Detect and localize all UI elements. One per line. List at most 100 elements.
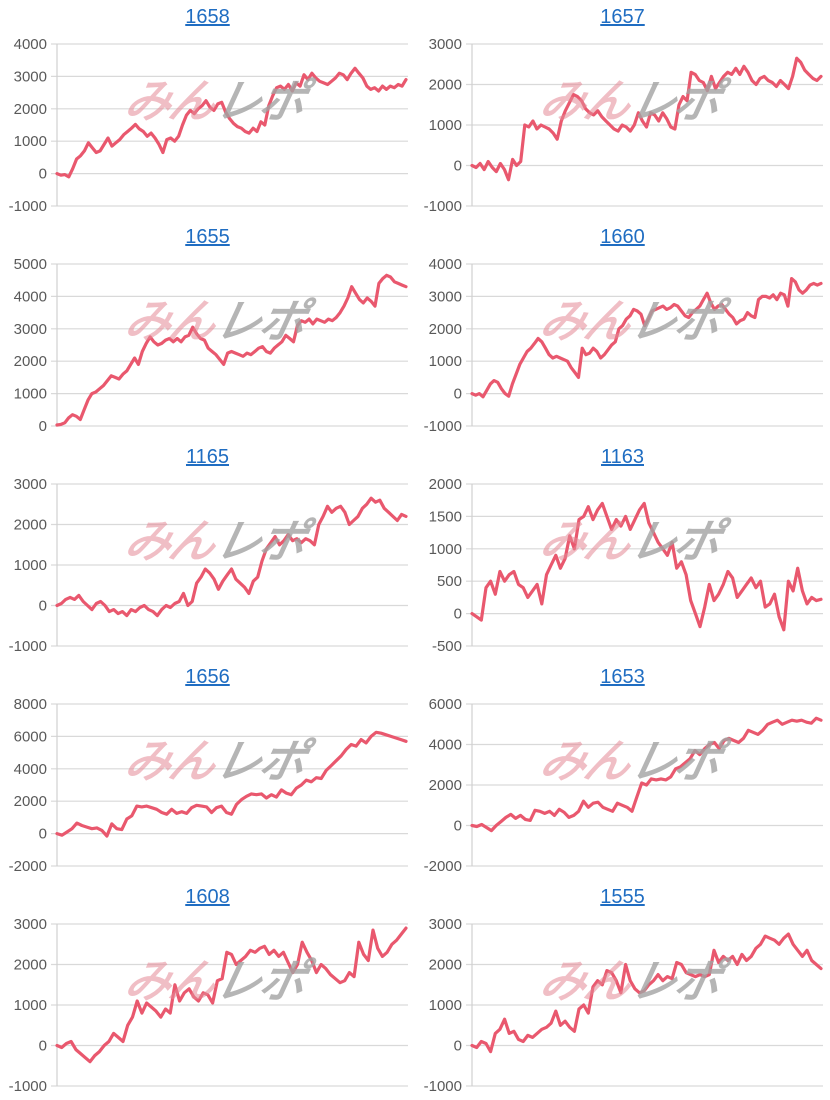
chart-title-link[interactable]: 1163 [600, 445, 644, 468]
y-tick-label: 1500 [429, 508, 462, 525]
y-tick-label: 0 [454, 818, 462, 835]
y-tick-label: 1000 [14, 997, 47, 1014]
chart-card: 1555 -1000 0 1000 2000 3000 みんレポ [415, 880, 830, 1100]
chart-card: 1655 0 1000 2000 3000 4000 5000 みんレポ [0, 220, 415, 440]
y-tick-label: 0 [39, 166, 47, 183]
chart-card: 1658 -1000 0 1000 2000 3000 4000 みんレポ [0, 0, 415, 220]
chart-title-link[interactable]: 1658 [185, 5, 230, 28]
chart-title-link[interactable]: 1555 [600, 885, 645, 908]
chart-title-row: 1658 [0, 0, 415, 34]
y-tick-label: 4000 [429, 256, 462, 273]
y-tick-label: -2000 [9, 858, 47, 875]
chart-title-row: 1653 [415, 660, 830, 694]
y-tick-label: 2000 [429, 777, 462, 794]
chart-title-row: 1655 [0, 220, 415, 254]
chart-title-row: 1657 [415, 0, 830, 34]
y-tick-label: 1000 [429, 353, 462, 370]
chart-title-row: 1660 [415, 220, 830, 254]
y-tick-label: 1000 [429, 541, 462, 558]
y-tick-label: 1000 [429, 117, 462, 134]
chart-title-row: 1656 [0, 660, 415, 694]
chart-card: 1653 -2000 0 2000 4000 6000 みんレポ [415, 660, 830, 880]
y-tick-label: 4000 [14, 288, 47, 305]
series-line [470, 932, 823, 1054]
y-tick-label: 3000 [429, 288, 462, 305]
y-tick-label: 3000 [14, 321, 47, 338]
y-tick-label: 2000 [429, 957, 462, 974]
chart-card: 1608 -1000 0 1000 2000 3000 みんレポ [0, 880, 415, 1100]
chart-card: 1165 -1000 0 1000 2000 3000 みんレポ [0, 440, 415, 660]
y-tick-label: 2000 [14, 353, 47, 370]
y-tick-label: 6000 [429, 696, 462, 713]
y-tick-label: 3000 [14, 68, 47, 85]
y-tick-label: -1000 [9, 638, 47, 655]
y-tick-label: 8000 [14, 696, 47, 713]
line-chart: -1000 0 1000 2000 3000 [9, 916, 408, 1095]
line-chart: 0 1000 2000 3000 4000 5000 [14, 256, 408, 435]
y-tick-label: 1000 [14, 557, 47, 574]
chart-plot: -1000 0 1000 2000 3000 みんレポ [415, 34, 830, 220]
chart-card: 1656 -2000 0 2000 4000 6000 8000 みんレポ [0, 660, 415, 880]
line-chart: -500 0 500 1000 1500 2000 [429, 476, 823, 655]
chart-plot: -2000 0 2000 4000 6000 8000 みんレポ [0, 694, 415, 880]
y-tick-label: 1000 [14, 386, 47, 403]
y-tick-label: 3000 [14, 916, 47, 933]
y-tick-label: 0 [39, 1038, 47, 1055]
line-chart: -1000 0 1000 2000 3000 4000 [424, 256, 823, 435]
chart-title-link[interactable]: 1165 [185, 445, 229, 468]
y-tick-label: -1000 [424, 198, 462, 215]
chart-title-link[interactable]: 1656 [185, 665, 230, 688]
chart-plot: -1000 0 1000 2000 3000 4000 みんレポ [415, 254, 830, 440]
y-tick-label: 5000 [14, 256, 47, 273]
y-tick-label: -500 [432, 638, 462, 655]
y-tick-label: -1000 [424, 418, 462, 435]
chart-title-link[interactable]: 1653 [600, 665, 645, 688]
chart-title-link[interactable]: 1657 [600, 5, 645, 28]
y-tick-label: 0 [454, 158, 462, 175]
series-line [55, 496, 408, 618]
y-tick-label: 0 [454, 1038, 462, 1055]
chart-plot: -1000 0 1000 2000 3000 4000 みんレポ [0, 34, 415, 220]
series-line [470, 56, 823, 182]
y-tick-label: 4000 [429, 737, 462, 754]
chart-card: 1163 -500 0 500 1000 1500 2000 みんレポ [415, 440, 830, 660]
chart-title-link[interactable]: 1608 [185, 885, 230, 908]
y-tick-label: -2000 [424, 858, 462, 875]
chart-plot: -1000 0 1000 2000 3000 みんレポ [0, 474, 415, 660]
y-tick-label: 6000 [14, 728, 47, 745]
chart-title-link[interactable]: 1655 [185, 225, 230, 248]
y-tick-label: 2000 [14, 957, 47, 974]
y-tick-label: -1000 [9, 198, 47, 215]
series-line [55, 926, 408, 1064]
chart-plot: -2000 0 2000 4000 6000 みんレポ [415, 694, 830, 880]
line-chart: -2000 0 2000 4000 6000 8000 [9, 696, 408, 875]
y-tick-label: 4000 [14, 36, 47, 53]
y-tick-label: -1000 [424, 1078, 462, 1095]
series-line [470, 277, 823, 399]
chart-title-row: 1163 [415, 440, 830, 474]
y-tick-label: 3000 [429, 916, 462, 933]
y-tick-label: 1000 [14, 133, 47, 150]
chart-plot: -1000 0 1000 2000 3000 みんレポ [415, 914, 830, 1100]
y-tick-label: 2000 [14, 517, 47, 534]
y-tick-label: 4000 [14, 761, 47, 778]
chart-title-row: 1165 [0, 440, 415, 474]
y-tick-label: 500 [437, 573, 462, 590]
chart-title-row: 1608 [0, 880, 415, 914]
chart-plot: 0 1000 2000 3000 4000 5000 みんレポ [0, 254, 415, 440]
y-tick-label: 2000 [14, 793, 47, 810]
chart-title-link[interactable]: 1660 [600, 225, 645, 248]
line-chart: -2000 0 2000 4000 6000 [424, 696, 823, 875]
y-tick-label: 1000 [429, 997, 462, 1014]
y-tick-label: 2000 [429, 321, 462, 338]
y-tick-label: 0 [39, 418, 47, 435]
chart-card: 1657 -1000 0 1000 2000 3000 みんレポ [415, 0, 830, 220]
series-line [55, 66, 408, 179]
chart-title-row: 1555 [415, 880, 830, 914]
y-tick-label: 2000 [429, 476, 462, 493]
line-chart: -1000 0 1000 2000 3000 4000 [9, 36, 408, 215]
series-line [470, 716, 823, 833]
line-chart: -1000 0 1000 2000 3000 [424, 36, 823, 215]
